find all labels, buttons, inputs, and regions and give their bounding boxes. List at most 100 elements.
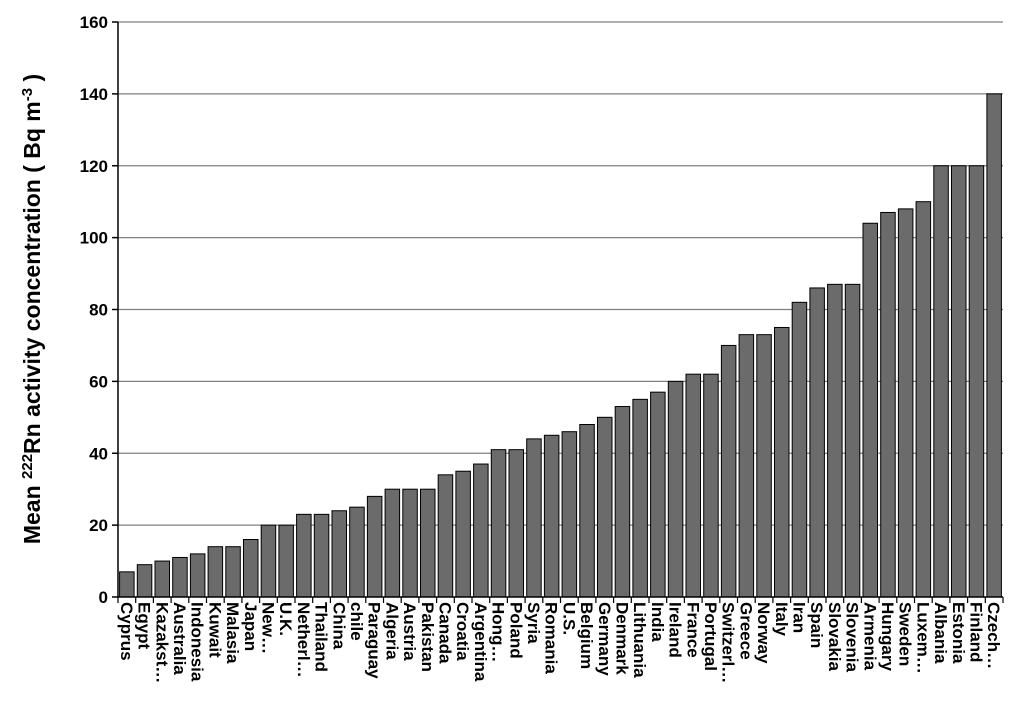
- x-tick-label: Egypt: [135, 602, 154, 650]
- y-tick-label: 120: [80, 157, 108, 176]
- bar: [844, 283, 861, 598]
- bar: [296, 513, 312, 598]
- bar: [437, 474, 454, 598]
- x-tick-label: China: [329, 602, 348, 650]
- x-tick-label: Algeria: [382, 602, 401, 660]
- bar: [614, 406, 631, 598]
- bar: [703, 373, 719, 598]
- bar: [738, 334, 755, 598]
- y-axis-label-prefix: Mean: [19, 479, 45, 544]
- x-tick-labels: CyprusEgyptKazakst…AustraliaIndonesiaKuw…: [117, 602, 1003, 683]
- y-axis-label: Mean 222Rn activity concentration ( Bq m…: [19, 74, 45, 544]
- bar: [508, 449, 525, 598]
- bar: [172, 556, 188, 598]
- bar: [596, 416, 613, 598]
- bar: [366, 495, 383, 598]
- bar: [791, 301, 808, 598]
- y-tick-label: 0: [99, 588, 108, 607]
- bar: [915, 201, 932, 598]
- grid-lines: [118, 21, 1003, 526]
- bar: [667, 380, 684, 598]
- bar: [579, 424, 595, 598]
- x-tick-label: Slovakia: [825, 602, 844, 672]
- x-tick-label: Hungary: [878, 602, 897, 672]
- x-tick-label: Sweden: [896, 602, 915, 666]
- bar: [933, 165, 949, 598]
- x-tick-label: Austria: [400, 602, 419, 661]
- y-axis-label-main: Rn activity concentration ( Bq m: [19, 101, 45, 454]
- bars: [119, 93, 1002, 598]
- bar: [773, 326, 790, 598]
- x-tick-label: Poland: [506, 602, 525, 659]
- bar: [260, 524, 277, 598]
- bar: [756, 334, 772, 598]
- y-axis-label-suffix: ): [19, 74, 45, 88]
- x-tick-label: Kuwait: [205, 602, 224, 658]
- bar: [119, 571, 135, 598]
- x-tick-label: France: [683, 602, 702, 658]
- x-tick-label: Italy: [772, 602, 791, 637]
- y-axis-label-isotope: 222: [19, 454, 36, 479]
- x-tick-label: Armenia: [860, 602, 879, 671]
- x-tick-label: Hong…: [489, 602, 508, 662]
- bar: [685, 373, 702, 598]
- x-tick-label: Ireland: [666, 602, 685, 658]
- bar: [809, 287, 825, 598]
- bar: [242, 539, 259, 598]
- bar: [526, 438, 542, 598]
- x-tick-label: U.K.: [276, 602, 295, 636]
- y-tick-label: 80: [89, 301, 108, 320]
- x-tick-label: Indonesia: [188, 602, 207, 682]
- y-tick-labels: 0 20 40 60 80 100 120 140 160: [80, 13, 108, 607]
- bar: [136, 564, 153, 598]
- x-tick-label: Paraguay: [365, 602, 384, 679]
- bar: [473, 463, 489, 598]
- x-tick-label: Switzerl…: [719, 602, 738, 683]
- bar: [632, 398, 648, 598]
- x-tick-label: Luxem…: [913, 602, 932, 674]
- x-tick-label: Portugal: [701, 602, 720, 671]
- x-tick-label: Lithuania: [630, 602, 649, 678]
- bar: [402, 488, 418, 598]
- bar: [561, 431, 578, 598]
- bar: [154, 560, 171, 598]
- x-tick-label: U.S.: [559, 602, 578, 635]
- x-tick-label: Spain: [807, 602, 826, 648]
- x-tick-label: Syria: [524, 602, 543, 644]
- bar: [862, 222, 879, 598]
- x-tick-label: Albania: [931, 602, 950, 664]
- bar: [880, 211, 896, 598]
- bar: [720, 344, 737, 598]
- bar: [897, 208, 914, 598]
- x-tick-label: New…: [258, 602, 277, 654]
- y-tick-label: 160: [80, 13, 108, 32]
- y-tick-label: 40: [89, 444, 108, 463]
- bar: [950, 165, 967, 598]
- bar: [986, 93, 1002, 598]
- bar: [419, 488, 436, 598]
- bar: [650, 391, 666, 598]
- bar: [490, 449, 507, 598]
- y-axis-label-unit-exponent: -3: [19, 88, 36, 101]
- x-tick-label: Argentina: [471, 602, 490, 682]
- bar: [349, 506, 365, 598]
- x-tick-label: Denmark: [612, 602, 631, 675]
- x-tick-label: Kazakst…: [152, 602, 171, 683]
- bar: [225, 546, 241, 598]
- axes: [112, 21, 1004, 603]
- x-tick-label: Croatia: [453, 602, 472, 661]
- x-tick-label: Czech…: [984, 602, 1003, 669]
- x-tick-label: Netherl…: [294, 602, 313, 678]
- x-tick-label: Estonia: [949, 602, 968, 664]
- x-tick-label: chile: [347, 602, 366, 641]
- y-tick-label: 140: [80, 85, 108, 104]
- y-tick-label: 100: [80, 229, 108, 248]
- bar: [827, 283, 843, 598]
- x-tick-label: Germany: [595, 602, 614, 676]
- x-tick-label: Malasia: [223, 602, 242, 664]
- x-tick-label: Belgium: [577, 602, 596, 669]
- bar: [331, 510, 348, 598]
- x-tick-label: Finland: [966, 602, 985, 662]
- x-tick-label: Iran: [789, 602, 808, 633]
